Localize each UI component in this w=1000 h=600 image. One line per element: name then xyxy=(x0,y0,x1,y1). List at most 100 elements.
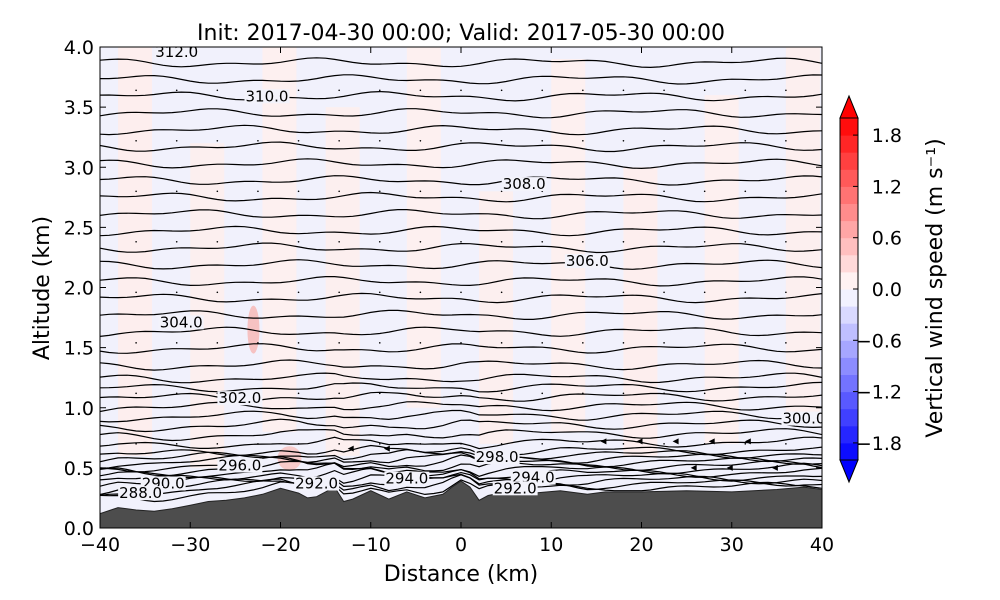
wind-vector xyxy=(297,392,300,395)
colorbar-level xyxy=(840,220,858,239)
colorbar-level xyxy=(840,323,858,341)
wind-vector xyxy=(541,443,544,445)
contour-label-background xyxy=(294,476,340,491)
wind-vector xyxy=(744,342,747,344)
wind-vector xyxy=(703,291,706,294)
contour-label-background xyxy=(501,177,547,192)
wind-vector xyxy=(419,392,422,395)
contour-label: 304.0 xyxy=(160,313,203,331)
contour-label: 292.0 xyxy=(494,479,537,497)
wind-vector xyxy=(338,342,340,344)
wind-vector xyxy=(338,241,340,243)
wind-vector xyxy=(297,190,300,193)
isentrope-line xyxy=(100,326,822,337)
colorbar-level xyxy=(840,203,858,222)
wind-vector xyxy=(785,241,787,243)
wind-vector xyxy=(622,190,625,193)
wind-vector xyxy=(347,445,354,452)
wind-vector xyxy=(135,392,137,395)
wind-vector xyxy=(663,342,665,344)
wind-vector xyxy=(378,89,381,92)
wind-vector xyxy=(726,464,733,471)
wind-vectors xyxy=(135,89,787,471)
wind-vector xyxy=(135,342,137,344)
wind-vector xyxy=(378,190,381,193)
x-tick-label: 20 xyxy=(629,534,653,556)
wind-vector xyxy=(663,443,665,445)
y-tick-label: 3.5 xyxy=(64,97,94,119)
wind-vector xyxy=(582,190,584,193)
wind-vector xyxy=(257,190,259,193)
wind-vector xyxy=(500,443,503,445)
wind-vector xyxy=(500,342,503,344)
colorbar-level xyxy=(840,169,858,187)
wind-vector xyxy=(582,443,584,445)
y-tick-label: 1.0 xyxy=(64,398,94,420)
x-axis-label: Distance (km) xyxy=(384,562,539,587)
wind-vector xyxy=(257,291,259,294)
wind-vector xyxy=(500,139,503,142)
wind-vector xyxy=(744,392,747,395)
y-tick-label: 4.0 xyxy=(64,37,94,59)
wind-vector xyxy=(600,438,607,445)
wind-vector xyxy=(460,443,462,445)
wind-vector xyxy=(460,291,462,294)
wind-vector xyxy=(135,443,137,445)
wind-vector xyxy=(771,464,778,471)
wind-vector xyxy=(744,291,747,294)
wind-vector xyxy=(622,89,625,92)
x-tick-label: 30 xyxy=(720,534,744,556)
isentrope-line xyxy=(100,108,822,119)
wind-patch xyxy=(262,47,297,432)
wind-vector xyxy=(744,443,747,445)
y-axis-label: Altitude (km) xyxy=(30,216,55,360)
wind-vector xyxy=(175,342,178,344)
isentrope-line xyxy=(100,409,822,423)
colorbar-level xyxy=(840,306,858,324)
wind-vector xyxy=(703,443,706,445)
wind-vector xyxy=(175,392,178,395)
wind-patch xyxy=(190,143,225,468)
colorbar-level xyxy=(840,289,858,307)
isentrope-line xyxy=(100,141,822,153)
isentrope-line xyxy=(100,74,822,85)
wind-vector xyxy=(216,89,219,92)
wind-vector xyxy=(338,291,340,294)
isentrope-line xyxy=(100,57,822,69)
colorbar-level xyxy=(840,340,858,358)
wind-vector xyxy=(419,190,422,193)
wind-vector xyxy=(419,443,422,445)
colorbar-tick-label: 0.6 xyxy=(872,228,902,250)
isentrope-line xyxy=(100,175,822,186)
wind-vector xyxy=(672,438,679,445)
x-tick-label: −40 xyxy=(80,534,120,556)
wind-vector xyxy=(216,241,219,243)
wind-patch xyxy=(551,59,586,432)
wind-vector xyxy=(216,443,219,445)
wind-vector xyxy=(703,139,706,142)
wind-vector xyxy=(622,241,625,243)
colorbar-level xyxy=(840,271,858,290)
wind-vector xyxy=(703,190,706,193)
colorbar-level xyxy=(840,152,858,170)
contour-label-background xyxy=(781,411,822,426)
wind-vector xyxy=(175,190,178,193)
wind-vector xyxy=(257,342,259,344)
contour-label: 306.0 xyxy=(566,252,609,270)
colorbar-tick-label: −0.6 xyxy=(856,330,902,352)
y-tick-label: 0.0 xyxy=(64,518,94,540)
wind-vector xyxy=(378,241,381,243)
isentrope-line xyxy=(100,191,822,203)
colorbar-tick-label: 0.0 xyxy=(872,279,902,301)
wind-vector xyxy=(257,241,259,243)
wind-vector xyxy=(500,392,503,395)
colorbar-extend-min xyxy=(839,459,859,484)
contour-label: 294.0 xyxy=(385,470,428,488)
wind-vector xyxy=(460,89,462,92)
wind-vector xyxy=(338,190,340,193)
wind-vector xyxy=(500,241,503,243)
colorbar-level xyxy=(840,357,858,375)
contour-label-background xyxy=(384,471,430,486)
wind-vector xyxy=(582,241,584,243)
